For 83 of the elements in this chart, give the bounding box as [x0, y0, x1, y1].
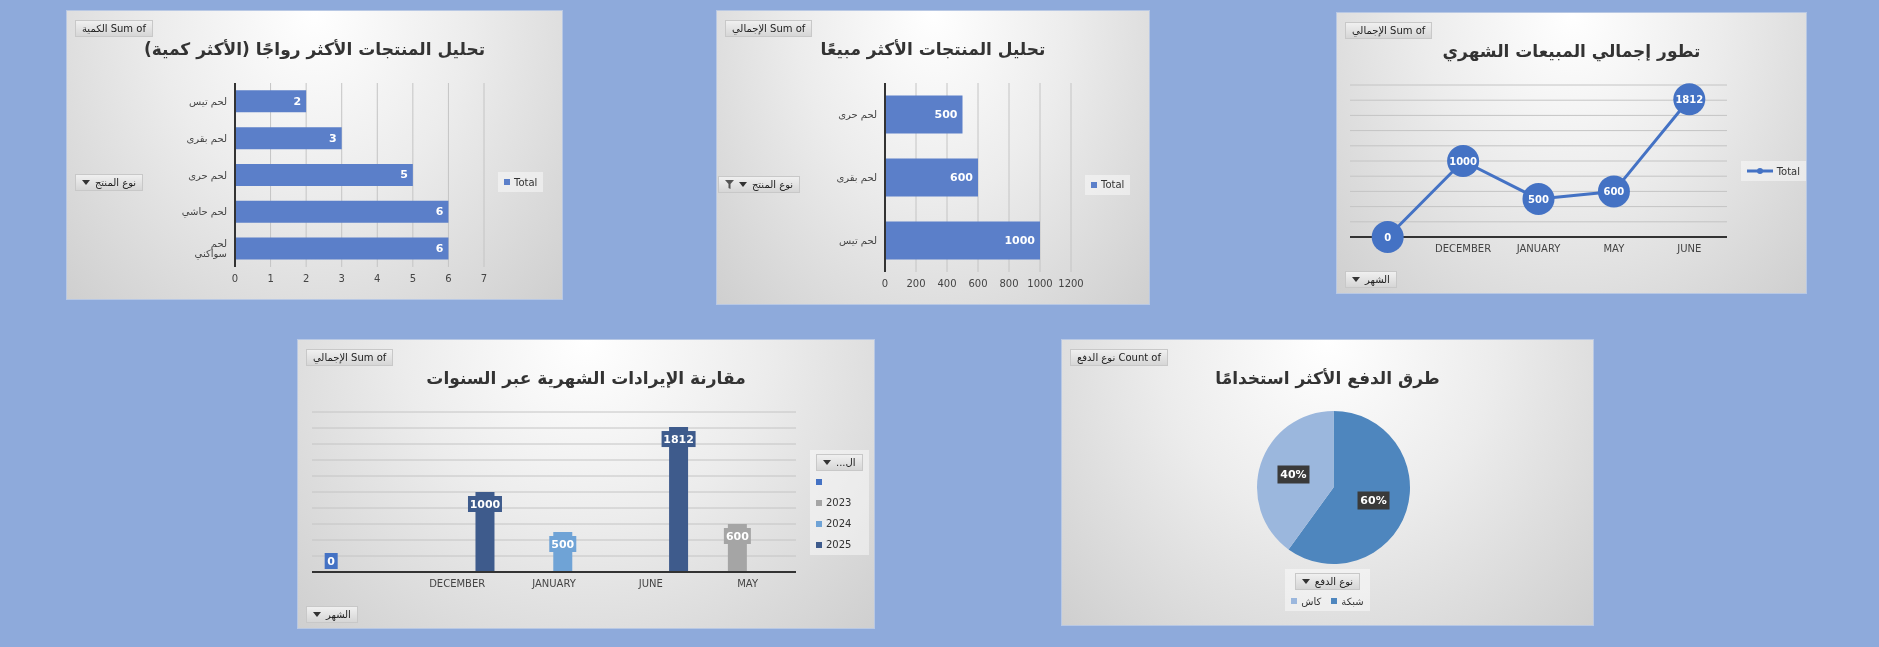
data-label: 0 [327, 554, 336, 568]
data-label: 2 [293, 94, 302, 108]
text: Sum of الإجمالي [732, 23, 806, 34]
data-label: 500 [551, 537, 575, 551]
data-label: 1000 [469, 497, 501, 511]
legend-label: 2023 [826, 497, 852, 508]
x-tick-label: JANUARY [531, 578, 577, 590]
y-tick-label: لحم حرى [838, 109, 877, 122]
data-label: 40% [1280, 468, 1307, 481]
x-tick-label: 1000 [1027, 278, 1053, 290]
y-tick-label: لحم حرى [188, 169, 227, 182]
data-label: 600 [725, 529, 750, 543]
x-tick-label: 6 [445, 273, 452, 285]
legend-label: 2025 [826, 539, 852, 550]
text: Sum of الكمية [82, 23, 146, 34]
y-tick-label: لحم حاشي [181, 206, 227, 219]
x-tick-label: DECEMBER [429, 578, 486, 590]
bar [885, 95, 963, 134]
chart-title: طرق الدفع الأكثر استخدامًا [1214, 368, 1441, 388]
legend-label: كاش [1301, 595, 1322, 607]
chart-title: تطور إجمالي المبيعات الشهري [1441, 41, 1702, 61]
x-tick-label: 5 [409, 273, 417, 285]
chart-title: تحليل المنتجات الأكثر رواجًا (الأكثر كمية) [142, 39, 487, 59]
x-tick-label: 1 [267, 273, 274, 285]
x-tick-label: 600 [968, 278, 988, 290]
x-tick-label: 200 [906, 278, 926, 290]
data-label: 3 [329, 131, 337, 145]
x-tick-label: JUNE [1675, 243, 1701, 255]
point [1371, 221, 1404, 253]
chart-title: تحليل المنتجات الأكثر مبيعًا [819, 39, 1047, 59]
bar [235, 237, 449, 260]
x-tick-label: 7 [480, 273, 488, 285]
bar [235, 200, 449, 223]
legend-label: شبكة [1341, 595, 1364, 607]
y-tick-label: لحم سواكني [194, 238, 227, 261]
x-tick-label: 400 [937, 278, 957, 290]
y-tick-label: لحم تيس [189, 95, 227, 108]
bar [235, 127, 342, 150]
y-tick-label: لحم بقرى [836, 172, 877, 185]
y-tick-label: لحم بقرى [186, 132, 227, 145]
legend-label: 2024 [826, 518, 852, 529]
x-axis-title: الشهر [326, 609, 351, 620]
data-label: 0 [1383, 231, 1391, 243]
text: Sum of الإجمالي [313, 352, 387, 363]
text: Sum of الإجمالي [1352, 25, 1426, 36]
data-label: 5 [400, 168, 408, 182]
x-tick-label: 0 [881, 278, 889, 290]
bar [235, 163, 413, 186]
data-label: 1812 [663, 432, 694, 446]
x-tick-label: JANUARY [1515, 243, 1561, 255]
x-tick-label: 800 [999, 278, 1019, 290]
x-tick-label: MAY [737, 578, 759, 590]
bar [235, 90, 307, 113]
data-label: 500 [934, 108, 958, 122]
x-tick-label: 4 [374, 273, 381, 285]
text: Count of نوع الدفع [1077, 352, 1161, 363]
legend-label: Total [514, 176, 538, 188]
data-label: 1812 [1675, 93, 1703, 105]
data-label: 600 [1603, 185, 1625, 197]
legend-label: Total [1776, 165, 1800, 177]
y-axis-title: نوع المنتج [751, 179, 794, 190]
x-axis-title: الشهر [1365, 274, 1390, 285]
x-tick-label: 3 [338, 273, 345, 285]
x-tick-label: 1200 [1058, 278, 1084, 290]
x-tick-label: 0 [231, 273, 239, 285]
data-label: 500 [1527, 193, 1549, 205]
pie-slice [1257, 411, 1334, 550]
bar [885, 221, 1040, 260]
x-tick-label: JUNE [637, 578, 663, 590]
legend-title: ال... [836, 456, 856, 468]
x-tick-label: 2 [302, 273, 310, 285]
data-label: 6 [435, 205, 444, 219]
legend-label: Total [1101, 179, 1125, 190]
bar [885, 158, 978, 197]
chart-title: مقارنة الإيرادات الشهرية عبر السنوات [425, 368, 747, 388]
x-tick-label: DECEMBER [1434, 243, 1491, 255]
y-axis-title: نوع المنتج [94, 176, 137, 188]
data-label: 1000 [1448, 155, 1477, 167]
legend-title: نوع الدفع [1314, 576, 1354, 587]
data-label: 600 [950, 171, 974, 185]
data-label: 60% [1360, 494, 1387, 507]
y-tick-label: لحم تيس [839, 235, 877, 248]
x-tick-label: MAY [1603, 243, 1625, 255]
